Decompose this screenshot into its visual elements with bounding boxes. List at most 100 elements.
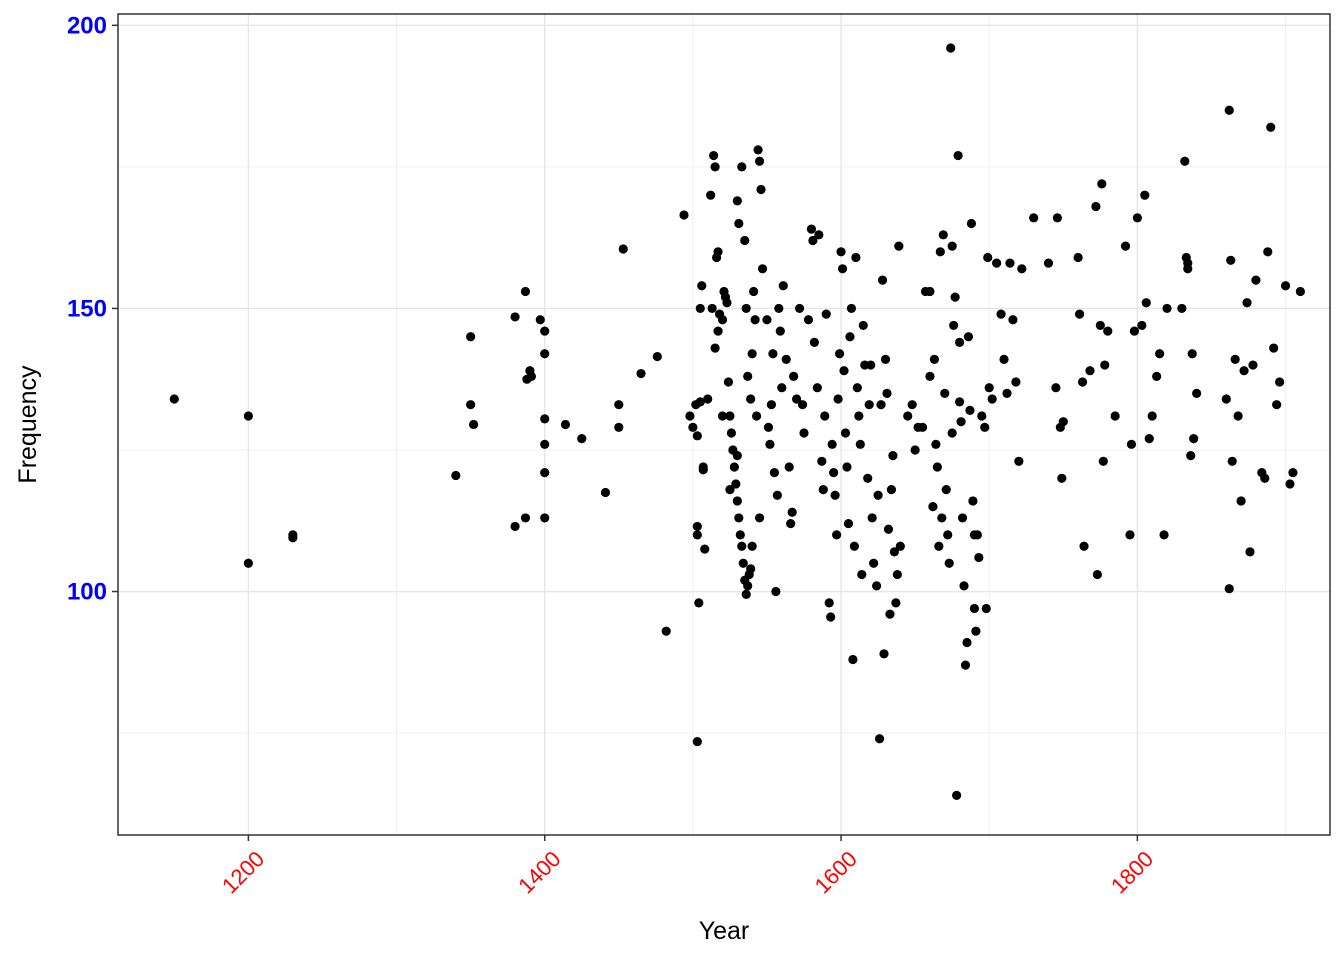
data-point <box>839 366 849 376</box>
data-point <box>883 524 894 534</box>
data-point <box>863 473 873 483</box>
axis-ticks <box>112 24 1139 841</box>
data-point <box>747 541 757 551</box>
data-point <box>1103 326 1113 336</box>
data-point <box>959 581 969 591</box>
data-point <box>824 598 834 608</box>
data-point <box>685 411 695 421</box>
data-point <box>907 400 917 410</box>
data-point <box>938 230 948 240</box>
data-point <box>749 286 759 297</box>
data-point <box>857 569 867 580</box>
data-point <box>1285 479 1295 489</box>
data-point <box>855 439 865 449</box>
data-point <box>925 286 935 297</box>
data-point <box>935 247 945 257</box>
data-point <box>947 428 957 438</box>
minor-gridlines <box>118 14 1330 835</box>
data-point <box>738 558 748 568</box>
data-point <box>751 411 762 421</box>
data-point <box>889 547 899 557</box>
data-point <box>746 564 756 574</box>
data-point <box>1077 377 1088 387</box>
data-point <box>695 397 705 407</box>
data-point <box>1187 349 1197 359</box>
data-point <box>1162 303 1172 314</box>
data-point <box>1192 388 1202 398</box>
data-point <box>869 558 879 568</box>
data-point <box>818 485 828 495</box>
data-point <box>876 400 886 410</box>
data-point <box>1295 286 1305 297</box>
data-point <box>789 371 799 381</box>
data-point <box>746 394 756 404</box>
data-point <box>694 598 704 608</box>
data-point <box>934 541 944 551</box>
data-point <box>984 383 994 393</box>
data-point <box>867 513 877 523</box>
data-point <box>1052 213 1062 223</box>
data-point <box>858 320 868 331</box>
data-point <box>846 303 857 314</box>
data-point <box>725 485 735 495</box>
y-tick-label: 100 <box>67 579 107 606</box>
data-point <box>1140 190 1150 200</box>
data-point <box>772 490 782 500</box>
data-point <box>747 349 757 359</box>
data-point <box>886 485 897 495</box>
data-point <box>1098 456 1108 466</box>
y-tick-label: 150 <box>67 295 107 322</box>
data-point <box>848 654 858 665</box>
data-point <box>1058 417 1068 427</box>
data-point <box>652 351 662 362</box>
data-point <box>1260 473 1270 483</box>
data-point <box>468 419 479 430</box>
data-point <box>1091 201 1101 212</box>
data-point <box>1224 105 1234 115</box>
y-tick-label: 200 <box>67 12 107 39</box>
data-point <box>540 349 550 359</box>
data-point <box>1224 584 1234 594</box>
data-point <box>726 428 737 438</box>
data-point <box>888 451 898 461</box>
data-point <box>832 530 842 540</box>
data-point <box>895 541 905 551</box>
data-point <box>873 490 883 500</box>
data-point <box>743 371 753 381</box>
data-point <box>892 569 902 580</box>
data-point <box>769 468 779 478</box>
data-point <box>960 660 971 670</box>
data-point <box>980 422 990 432</box>
data-point <box>520 513 531 523</box>
data-point <box>732 196 742 206</box>
data-point <box>834 349 845 359</box>
data-point <box>692 431 702 441</box>
data-point <box>535 315 545 325</box>
data-point <box>1180 156 1190 166</box>
data-point <box>949 320 959 331</box>
data-point <box>1137 320 1147 331</box>
data-point <box>710 162 720 172</box>
data-point <box>1141 298 1151 308</box>
data-point <box>661 626 671 636</box>
data-point <box>1073 252 1083 263</box>
data-point <box>1155 349 1165 359</box>
data-point <box>510 312 520 322</box>
data-point <box>1181 252 1191 263</box>
data-point <box>943 530 953 540</box>
data-point <box>737 162 747 172</box>
data-point <box>854 411 864 421</box>
data-point <box>1280 281 1291 291</box>
data-point <box>946 43 956 53</box>
data-point <box>820 411 830 421</box>
data-point <box>879 649 889 659</box>
data-point <box>792 394 802 404</box>
data-point <box>977 411 987 421</box>
data-point <box>797 400 808 410</box>
data-point <box>794 303 805 314</box>
data-point <box>688 422 698 432</box>
data-point <box>741 303 751 314</box>
data-point <box>954 397 965 407</box>
